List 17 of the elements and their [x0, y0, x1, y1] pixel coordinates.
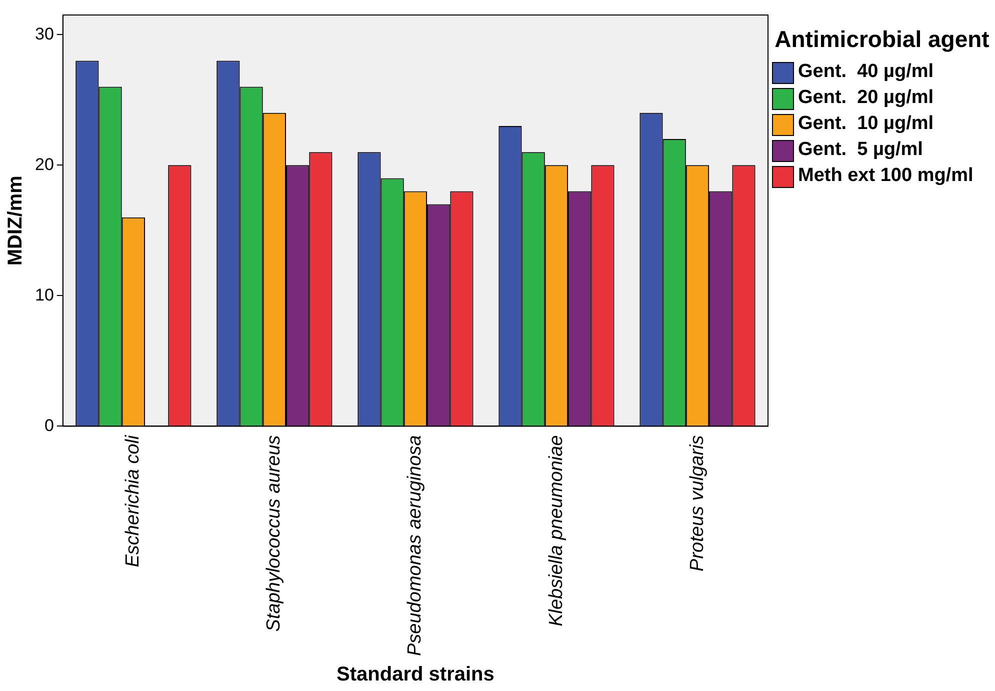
- x-tick-label: Staphylococcus aureus: [264, 434, 285, 632]
- y-tick-label: 20: [34, 154, 54, 174]
- legend-label: Meth ext 100 mg/ml: [798, 165, 974, 186]
- legend-label: Gent. 10 µg/ml: [798, 113, 934, 134]
- x-tick-label: Klebsiella pneumoniae: [546, 435, 567, 626]
- legend-label: Gent. 40 µg/ml: [798, 61, 934, 82]
- legend-title: Antimicrobial agent: [774, 26, 990, 53]
- y-tick-label: 0: [44, 416, 54, 435]
- y-axis-title: MDIZ/mm: [4, 176, 27, 266]
- legend-label: Gent. 5 µg/ml: [798, 139, 923, 160]
- y-tick-label: 10: [34, 285, 54, 304]
- x-tick-label: Pseudomonas aeruginosa: [404, 435, 426, 656]
- x-tick-label: Escherichia coli: [122, 434, 144, 568]
- y-tick-label: 30: [34, 24, 54, 44]
- legend-label: Gent. 20 µg/ml: [798, 87, 934, 108]
- x-tick-label: Proteus vulgaris: [686, 434, 708, 572]
- x-axis-title: Standard strains: [336, 664, 494, 686]
